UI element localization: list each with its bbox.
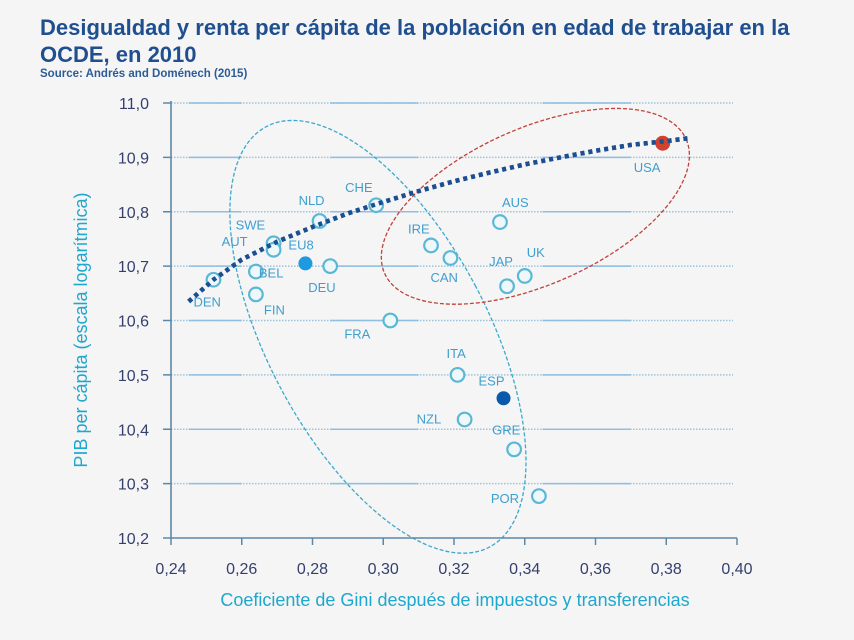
x-tick-label: 0,26	[226, 561, 257, 578]
data-point	[456, 411, 473, 428]
data-point	[423, 237, 439, 254]
data-label: EU8	[288, 237, 313, 252]
data-label: AUT	[222, 234, 248, 249]
y-tick-label: 10,5	[118, 368, 149, 385]
blue-cluster-ellipse	[229, 119, 527, 554]
axes: 10,2 10,3 10,4 10,5 10,6 10,7 10,8 10,9 11,0 0,24…	[118, 96, 753, 578]
x-tick-label: 0,32	[438, 561, 469, 578]
data-label: POR	[491, 491, 519, 506]
data-point	[247, 286, 264, 303]
y-tick-label: 10,8	[118, 205, 149, 222]
data-label: UK	[527, 245, 545, 260]
chart-subtitle: Source: Andrés and Doménech (2015)	[40, 68, 248, 80]
data-point	[531, 488, 547, 505]
data-point	[449, 366, 466, 383]
y-tick-label: 10,4	[118, 422, 149, 439]
data-label: ESP	[479, 373, 505, 388]
x-tick-label: 0,38	[651, 561, 682, 578]
data-points: DEN BEL FIN SWE AUT EU8 NLD DEU CHE FRA IRE CAN ITA N…	[193, 135, 671, 506]
data-label: FIN	[264, 302, 285, 317]
data-point	[499, 278, 515, 295]
y-tick-label: 10,3	[118, 477, 149, 494]
y-axis-title: PIB per cápita (escala logarítmica)	[71, 192, 91, 467]
data-label: FRA	[344, 327, 370, 342]
gridlines	[171, 102, 733, 485]
data-point	[322, 258, 339, 275]
data-point	[247, 263, 264, 280]
data-label: NZL	[417, 411, 442, 426]
y-tick-label: 11,0	[119, 96, 149, 113]
y-tick-label: 10,9	[118, 150, 149, 167]
data-point	[506, 441, 523, 458]
x-tick-label: 0,30	[368, 561, 399, 578]
data-label: AUS	[502, 195, 529, 210]
data-label: NLD	[299, 193, 325, 208]
x-tick-label: 0,40	[721, 561, 752, 578]
data-label: IRE	[408, 221, 430, 236]
x-tick-label: 0,34	[509, 561, 540, 578]
data-point	[382, 312, 399, 329]
data-label: BEL	[259, 266, 284, 281]
x-tick-label: 0,28	[297, 561, 328, 578]
y-tick-label: 10,2	[118, 531, 149, 548]
chart-title: Desigualdad y renta per cápita de la pob…	[40, 15, 790, 67]
data-label: GRE	[492, 422, 521, 437]
data-label: ITA	[447, 346, 467, 361]
data-label: CHE	[345, 180, 373, 195]
y-tick-label: 10,7	[118, 259, 149, 276]
red-cluster-ellipse	[380, 107, 691, 305]
data-label: DEU	[308, 280, 335, 295]
data-point	[298, 256, 313, 271]
trendline-path	[187, 136, 688, 304]
data-label: DEN	[193, 295, 220, 310]
trendline-overlay	[187, 136, 688, 304]
data-point	[442, 250, 459, 266]
cluster-ellipses	[229, 107, 691, 554]
data-label: USA	[634, 160, 661, 175]
x-tick-label: 0,24	[155, 561, 186, 578]
y-tick-label: 10,6	[118, 314, 149, 331]
x-axis-title: Coeficiente de Gini después de impuestos…	[220, 590, 689, 610]
data-label: CAN	[430, 270, 457, 285]
data-point	[496, 391, 511, 406]
data-label: SWE	[236, 217, 266, 232]
data-point	[492, 214, 508, 230]
data-label: JAP	[489, 254, 513, 269]
data-point	[516, 268, 533, 284]
x-tick-label: 0,36	[580, 561, 611, 578]
